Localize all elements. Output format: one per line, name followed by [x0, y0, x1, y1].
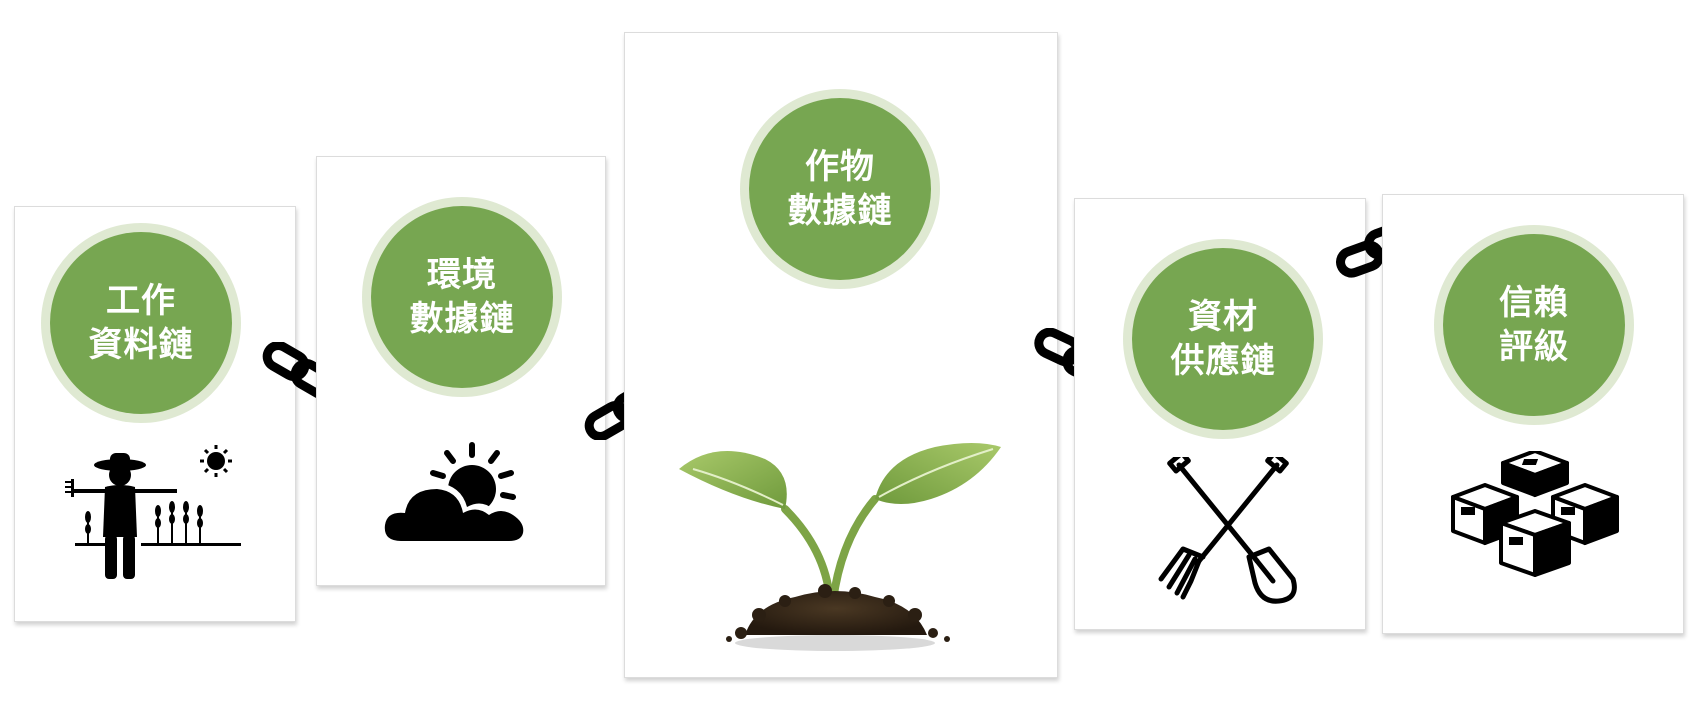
- badge-work-line2: 資料鏈: [88, 325, 194, 365]
- badge-environment-data-chain: 環境 數據鏈: [362, 197, 562, 397]
- badge-trust-rating: 信賴 評級: [1434, 225, 1634, 425]
- badge-work-line1: 工作: [106, 280, 176, 321]
- seedling-icon: [679, 443, 1001, 651]
- badge-environment-line2: 數據鏈: [409, 299, 515, 339]
- farmer-icon: [65, 445, 241, 579]
- badge-crop-data-chain: 作物 數據鏈: [740, 89, 940, 289]
- card-crop-data-chain: 作物 數據鏈: [624, 32, 1058, 678]
- badge-crop-line2: 數據鏈: [787, 191, 893, 231]
- badge-work-data-chain: 工作 資料鏈: [41, 223, 241, 423]
- weather-icon: [378, 442, 530, 545]
- badge-material-line1: 資材: [1188, 296, 1258, 337]
- badge-trust-line1: 信賴: [1499, 282, 1569, 323]
- badge-material-label: 資材 供應鏈: [1132, 248, 1314, 430]
- badge-environment-line1: 環境: [427, 254, 497, 295]
- badge-environment-label: 環境 數據鏈: [371, 206, 553, 388]
- badge-material-supply-chain: 資材 供應鏈: [1123, 239, 1323, 439]
- tools-icon: [1158, 457, 1297, 604]
- boxes-icon: [1451, 451, 1619, 577]
- card-work-data-chain: 工作 資料鏈: [14, 206, 296, 622]
- card-trust-rating: 信賴 評級: [1382, 194, 1684, 634]
- badge-material-line2: 供應鏈: [1170, 341, 1276, 381]
- card-material-supply-chain: 資材 供應鏈: [1074, 198, 1366, 630]
- badge-trust-label: 信賴 評級: [1443, 234, 1625, 416]
- card-environment-data-chain: 環境 數據鏈: [316, 156, 606, 586]
- badge-work-label: 工作 資料鏈: [50, 232, 232, 414]
- badge-trust-line2: 評級: [1499, 327, 1569, 367]
- badge-crop-label: 作物 數據鏈: [749, 98, 931, 280]
- badge-crop-line1: 作物: [805, 146, 875, 187]
